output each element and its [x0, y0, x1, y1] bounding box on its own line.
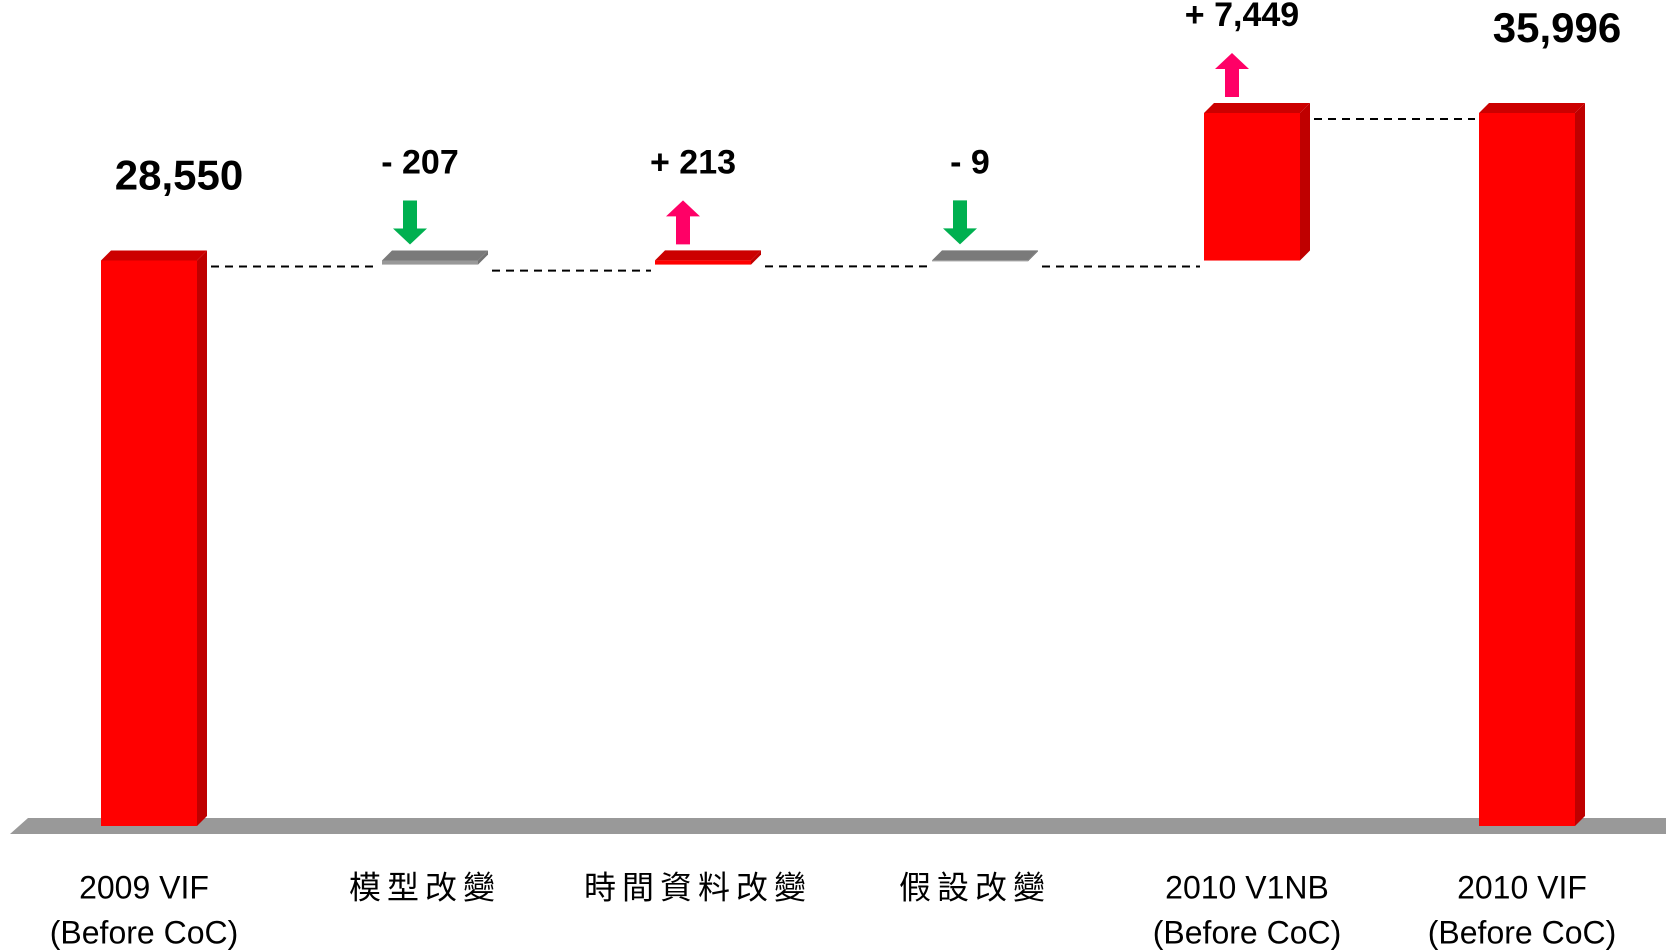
bar	[655, 260, 751, 265]
bar-side	[1575, 103, 1585, 826]
value-label: - 207	[381, 143, 459, 181]
bar	[1204, 113, 1300, 261]
x-tick-label: 2010 VIF	[1457, 869, 1587, 905]
x-tick-label: (Before CoC)	[50, 914, 239, 950]
x-tick-label: (Before CoC)	[1428, 914, 1617, 950]
bar-side	[1300, 103, 1310, 261]
arrow	[666, 200, 700, 245]
value-label: 35,996	[1493, 4, 1621, 51]
bar-top	[932, 250, 1038, 261]
bar	[382, 260, 478, 265]
x-tick-label: 假設改變	[899, 869, 1051, 907]
bar-side	[478, 250, 488, 265]
bar-top	[382, 250, 488, 261]
bar-top	[1204, 103, 1310, 113]
bar-top	[101, 250, 207, 261]
value-label: - 9	[950, 143, 990, 181]
x-tick-label: 2009 VIF	[79, 869, 209, 905]
x-tick-label: 時間資料改變	[584, 869, 812, 907]
bar-top	[1479, 103, 1585, 113]
value-label: + 7,449	[1185, 0, 1299, 34]
arrow	[943, 200, 977, 245]
floor	[10, 818, 1666, 834]
bar-side	[751, 250, 761, 265]
bar	[1479, 113, 1575, 826]
value-label: + 213	[650, 143, 736, 181]
value-label: 28,550	[115, 152, 243, 199]
arrow	[393, 200, 427, 245]
arrow	[1215, 53, 1249, 97]
x-tick-label: (Before CoC)	[1153, 914, 1342, 950]
bar	[101, 260, 197, 827]
bar-top	[655, 250, 761, 261]
bar-side	[1028, 250, 1038, 262]
bar	[932, 260, 1028, 262]
x-tick-label: 模型改變	[349, 869, 501, 907]
x-tick-label: 2010 V1NB	[1165, 869, 1329, 905]
bar-side	[197, 250, 207, 827]
